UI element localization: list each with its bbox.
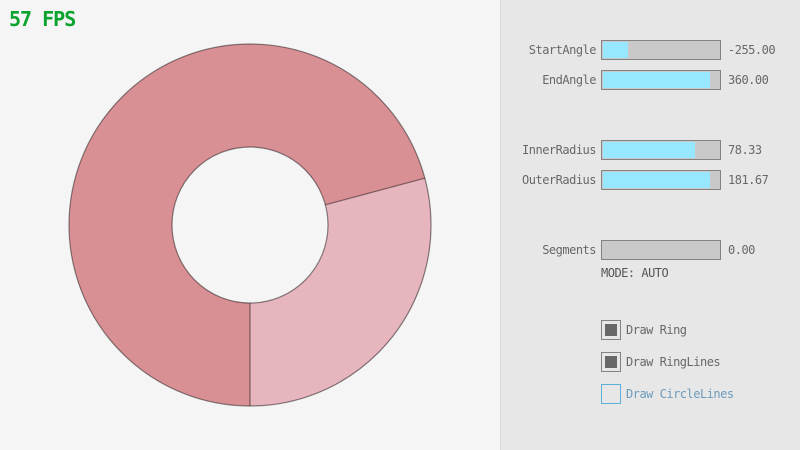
endangle-slider-fill — [603, 72, 710, 88]
checkbox-box[interactable] — [601, 320, 621, 340]
innerradius-value: 78.33 — [728, 143, 762, 157]
segments-slider[interactable] — [601, 240, 721, 260]
checkbox-box[interactable] — [601, 384, 621, 404]
checkbox-draw-ringlines[interactable]: Draw RingLines — [601, 352, 800, 372]
innerradius-label: InnerRadius — [522, 143, 596, 157]
ring-hole — [172, 147, 328, 303]
outerradius-value: 181.67 — [728, 173, 769, 187]
checkmark-icon — [605, 356, 617, 368]
endangle-label: EndAngle — [542, 73, 596, 87]
startangle-slider-fill — [603, 42, 628, 58]
controls-panel: StartAngle -255.00 EndAngle 360.00 Inner… — [500, 0, 800, 450]
slider-row-startangle: StartAngle -255.00 — [501, 40, 800, 60]
ring-inner-outline — [171, 146, 329, 304]
innerradius-slider-fill — [603, 142, 696, 158]
slider-row-endangle: EndAngle 360.00 — [501, 70, 800, 90]
checkbox-label: Draw Ring — [626, 323, 687, 337]
startangle-value: -255.00 — [728, 43, 776, 57]
checkbox-label: Draw CircleLines — [626, 387, 734, 401]
slider-row-outerradius: OuterRadius 181.67 — [501, 170, 800, 190]
outerradius-label: OuterRadius — [522, 173, 596, 187]
slider-row-innerradius: InnerRadius 78.33 — [501, 140, 800, 160]
checkbox-draw-ring[interactable]: Draw Ring — [601, 320, 800, 340]
segments-value: 0.00 — [728, 243, 755, 257]
startangle-label: StartAngle — [528, 43, 597, 57]
outerradius-slider-fill — [603, 172, 711, 188]
checkbox-label: Draw RingLines — [626, 355, 721, 369]
outerradius-slider[interactable] — [601, 170, 721, 190]
checkmark-icon — [605, 324, 617, 336]
checkbox-box[interactable] — [601, 352, 621, 372]
startangle-slider[interactable] — [601, 40, 721, 60]
fps-counter: 57 FPS — [9, 7, 76, 31]
ring-start-angle-line — [325, 177, 425, 206]
innerradius-slider[interactable] — [601, 140, 721, 160]
mode-indicator: MODE: AUTO — [601, 266, 669, 280]
slider-row-segments: Segments 0.00 — [501, 240, 800, 260]
ring-outer-outline — [68, 43, 432, 407]
checkbox-draw-circlelines[interactable]: Draw CircleLines — [601, 384, 800, 404]
endangle-slider[interactable] — [601, 70, 721, 90]
segments-label: Segments — [542, 243, 596, 257]
endangle-value: 360.00 — [728, 73, 769, 87]
